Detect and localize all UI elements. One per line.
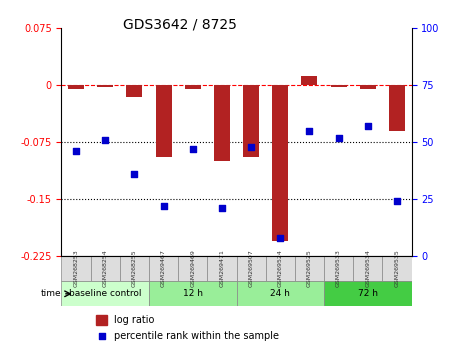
Point: [218, 205, 226, 211]
FancyBboxPatch shape: [236, 281, 324, 307]
FancyBboxPatch shape: [236, 256, 266, 281]
FancyBboxPatch shape: [324, 256, 353, 281]
FancyBboxPatch shape: [149, 281, 236, 307]
Bar: [126, 85, 142, 97]
Bar: [185, 85, 201, 89]
Text: GSM268254: GSM268254: [103, 250, 108, 287]
Point: [131, 171, 138, 177]
Bar: [272, 85, 288, 241]
FancyBboxPatch shape: [61, 281, 149, 307]
Bar: [214, 85, 230, 161]
Point: [72, 148, 80, 154]
Text: 72 h: 72 h: [358, 289, 378, 298]
FancyBboxPatch shape: [266, 256, 295, 281]
Point: [276, 235, 284, 240]
FancyBboxPatch shape: [295, 256, 324, 281]
FancyBboxPatch shape: [353, 256, 382, 281]
FancyBboxPatch shape: [207, 256, 236, 281]
Point: [189, 146, 197, 152]
Bar: [301, 76, 317, 85]
FancyBboxPatch shape: [149, 256, 178, 281]
Text: 12 h: 12 h: [183, 289, 203, 298]
Text: GSM269467: GSM269467: [161, 250, 166, 287]
Text: time: time: [41, 289, 61, 298]
Bar: [331, 85, 347, 87]
Point: [98, 333, 105, 339]
Text: GSM269469: GSM269469: [190, 250, 195, 287]
Bar: [68, 85, 84, 89]
Text: GSM269535: GSM269535: [394, 250, 399, 287]
Bar: [360, 85, 376, 89]
Point: [306, 128, 313, 133]
Bar: [389, 85, 405, 131]
Point: [247, 144, 255, 149]
FancyBboxPatch shape: [120, 256, 149, 281]
Bar: [97, 85, 113, 87]
Text: percentile rank within the sample: percentile rank within the sample: [114, 331, 279, 341]
Point: [364, 123, 372, 129]
Text: GSM269534: GSM269534: [365, 250, 370, 287]
FancyBboxPatch shape: [61, 256, 91, 281]
FancyBboxPatch shape: [324, 281, 412, 307]
Bar: [243, 85, 259, 157]
FancyBboxPatch shape: [382, 256, 412, 281]
Bar: [156, 85, 172, 157]
Text: GSM269533: GSM269533: [336, 250, 341, 287]
FancyBboxPatch shape: [178, 256, 207, 281]
Text: GSM269471: GSM269471: [219, 250, 224, 287]
Text: GSM269525: GSM269525: [307, 250, 312, 287]
Text: 24 h: 24 h: [270, 289, 290, 298]
Point: [393, 199, 401, 204]
Text: baseline control: baseline control: [69, 289, 141, 298]
Text: GDS3642 / 8725: GDS3642 / 8725: [123, 18, 236, 32]
Text: log ratio: log ratio: [114, 315, 154, 325]
Text: GSM268255: GSM268255: [132, 250, 137, 287]
Point: [335, 135, 342, 141]
Text: GSM269524: GSM269524: [278, 250, 283, 287]
Text: GSM268253: GSM268253: [74, 250, 79, 287]
Bar: [96, 315, 107, 325]
Point: [160, 203, 167, 209]
Text: GSM269507: GSM269507: [249, 250, 254, 287]
FancyBboxPatch shape: [91, 256, 120, 281]
Point: [101, 137, 109, 143]
